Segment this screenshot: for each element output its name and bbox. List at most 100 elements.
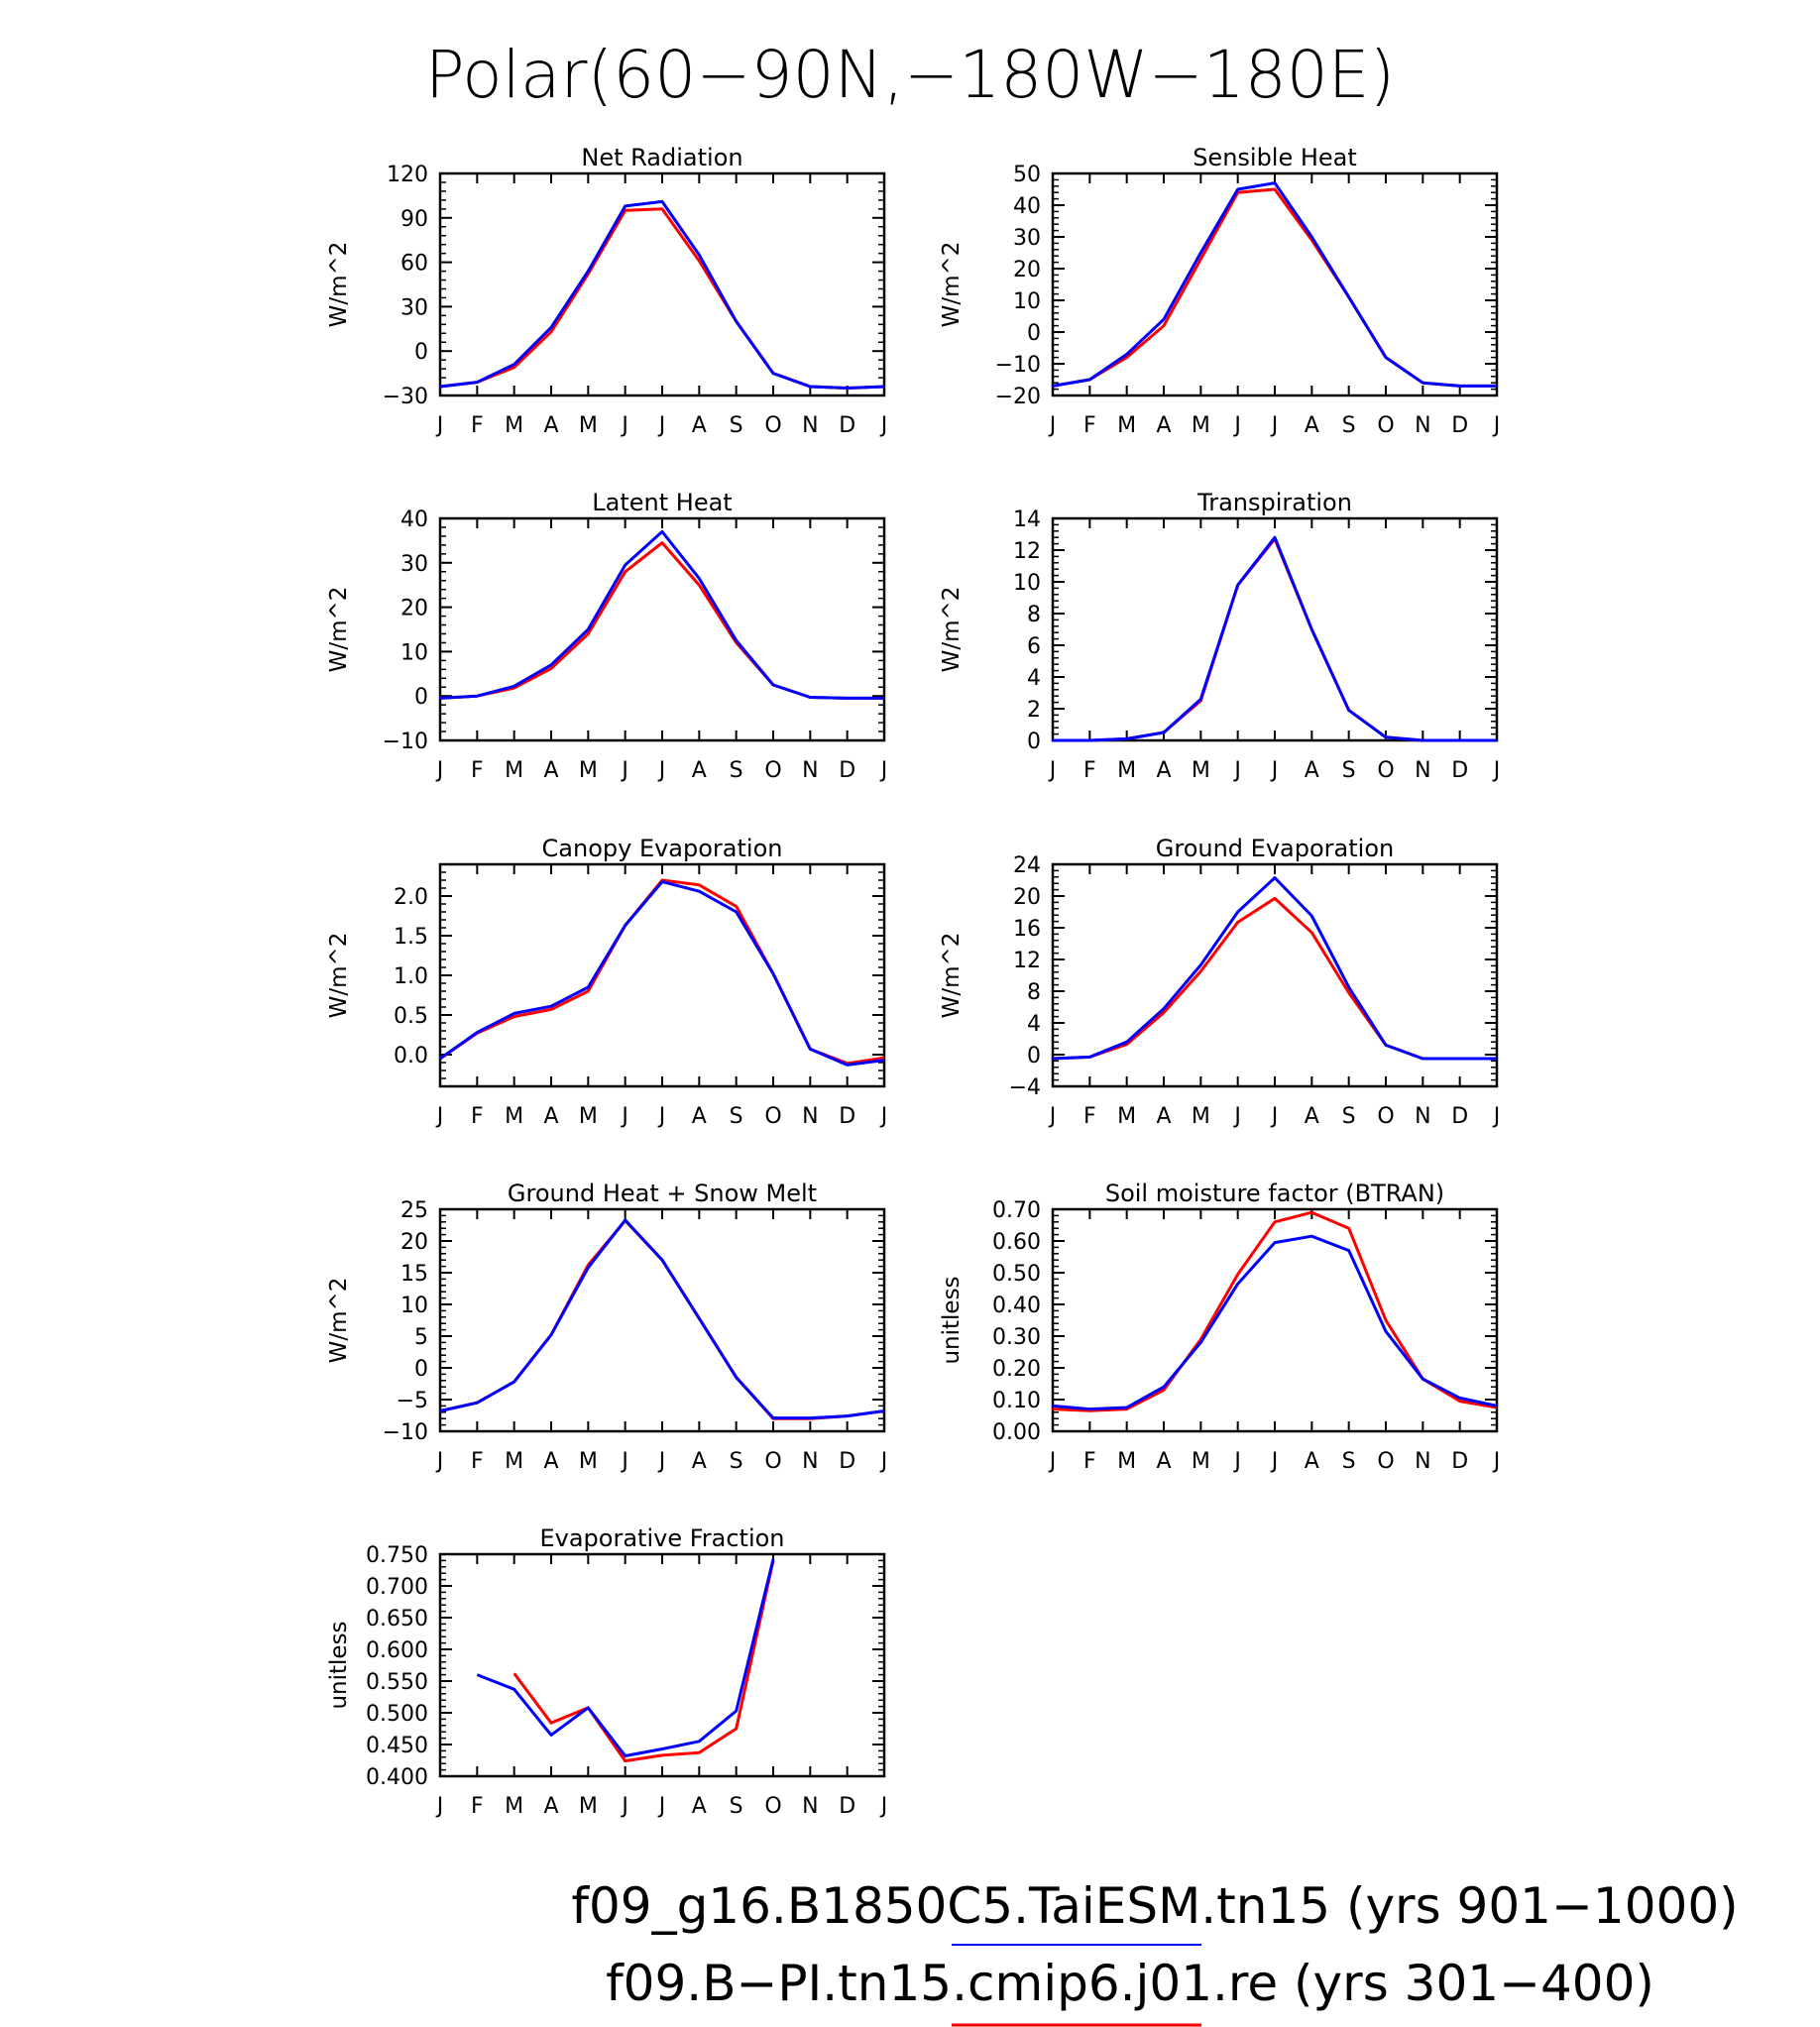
x-tick-label: J bbox=[1270, 1449, 1279, 1474]
x-tick-label: A bbox=[543, 413, 558, 438]
panel-title: Transpiration bbox=[1196, 489, 1352, 516]
x-tick-label: A bbox=[543, 758, 558, 783]
x-tick-label: M bbox=[505, 1449, 523, 1474]
x-tick-label: D bbox=[839, 1794, 855, 1819]
x-tick-label: M bbox=[1192, 413, 1210, 438]
x-tick-label: M bbox=[579, 1104, 598, 1129]
x-tick-label: S bbox=[730, 758, 743, 783]
x-tick-label: M bbox=[1192, 1104, 1210, 1129]
x-tick-label: J bbox=[1492, 413, 1501, 438]
y-tick-label: 120 bbox=[387, 163, 428, 187]
x-tick-label: N bbox=[1415, 1449, 1430, 1474]
chart-panel-7: J F M A M J J A S O N D J0.000.100.200.300.400.500.6… bbox=[939, 1180, 1500, 1474]
y-tick-label: 0 bbox=[1027, 730, 1041, 754]
x-tick-label: N bbox=[802, 413, 818, 438]
x-tick-label: F bbox=[1083, 1104, 1096, 1129]
x-tick-label: J bbox=[879, 1104, 888, 1129]
x-tick-label: O bbox=[764, 413, 781, 438]
x-tick-label: J bbox=[620, 1794, 628, 1819]
plot-frame bbox=[1051, 516, 1499, 742]
x-tick-label: J bbox=[435, 758, 444, 783]
x-tick-label: J bbox=[620, 1449, 628, 1474]
series-line-red bbox=[1053, 537, 1497, 742]
x-tick-label: A bbox=[543, 1104, 558, 1129]
x-tick-label: A bbox=[692, 1794, 707, 1819]
x-tick-label: A bbox=[692, 758, 707, 783]
x-tick-label: J bbox=[620, 1104, 628, 1129]
y-tick-label: 0.550 bbox=[366, 1670, 428, 1695]
x-tick-label: M bbox=[579, 1794, 598, 1819]
x-tick-label: J bbox=[879, 758, 888, 783]
y-tick-label: 10 bbox=[1013, 571, 1041, 596]
legend-label-blue: f09_g16.B1850C5.TaiESM.tn15 (yrs 901−100… bbox=[571, 1877, 1738, 1935]
y-tick-label: 0.400 bbox=[366, 1765, 428, 1790]
x-tick-label: F bbox=[471, 1449, 484, 1474]
y-axis-label: W/m^2 bbox=[939, 242, 965, 328]
x-tick-label: O bbox=[764, 1449, 781, 1474]
x-tick-label: A bbox=[1305, 758, 1319, 783]
y-tick-label: 20 bbox=[1013, 258, 1041, 282]
x-tick-label: J bbox=[1270, 758, 1279, 783]
y-tick-label: 24 bbox=[1013, 853, 1041, 878]
x-tick-label: J bbox=[1232, 1104, 1241, 1129]
panel-title: Net Radiation bbox=[581, 144, 742, 171]
y-tick-label: 0.500 bbox=[366, 1702, 428, 1727]
y-tick-label: 50 bbox=[1013, 163, 1041, 187]
y-tick-label: 0.750 bbox=[366, 1543, 428, 1568]
y-tick-label: 0.30 bbox=[992, 1325, 1041, 1350]
y-tick-label: 0.650 bbox=[366, 1607, 428, 1632]
x-tick-label: M bbox=[1117, 1449, 1136, 1474]
x-tick-label: J bbox=[435, 1449, 444, 1474]
series-line-blue bbox=[1052, 876, 1497, 1061]
plot-frame bbox=[438, 171, 886, 397]
y-tick-label: 20 bbox=[400, 597, 428, 621]
x-tick-label: F bbox=[1083, 758, 1096, 783]
y-tick-label: 0 bbox=[1027, 1044, 1041, 1069]
series-line-red bbox=[512, 1560, 775, 1763]
x-tick-label: M bbox=[579, 413, 598, 438]
y-tick-label: 0.0 bbox=[394, 1044, 428, 1069]
series-line-blue bbox=[439, 529, 884, 700]
x-tick-label: M bbox=[505, 1794, 523, 1819]
y-tick-label: 8 bbox=[1027, 980, 1041, 1005]
series-line-red bbox=[439, 878, 885, 1066]
y-tick-label: 0 bbox=[414, 685, 428, 710]
x-tick-label: A bbox=[543, 1794, 558, 1819]
plot-frame bbox=[438, 1552, 886, 1778]
x-tick-label: O bbox=[1377, 1449, 1394, 1474]
x-tick-label: M bbox=[1117, 413, 1136, 438]
y-tick-label: 6 bbox=[1027, 634, 1041, 659]
x-tick-label: J bbox=[620, 758, 628, 783]
y-tick-label: 12 bbox=[1013, 539, 1041, 564]
series-line-blue bbox=[1053, 535, 1497, 742]
x-tick-label: D bbox=[839, 758, 855, 783]
y-axis-label: W/m^2 bbox=[939, 933, 965, 1019]
y-axis-label: W/m^2 bbox=[326, 933, 352, 1019]
x-tick-label: N bbox=[1415, 758, 1430, 783]
series-line-blue bbox=[476, 1558, 775, 1757]
y-tick-label: 30 bbox=[400, 552, 428, 577]
x-tick-label: J bbox=[879, 1794, 888, 1819]
x-tick-label: J bbox=[879, 413, 888, 438]
chart-panel-3: J F M A M J J A S O N D J02468101214TranspirationW/m… bbox=[939, 489, 1500, 783]
x-tick-label: J bbox=[1232, 758, 1241, 783]
y-tick-label: 12 bbox=[1013, 949, 1041, 973]
x-tick-label: O bbox=[1377, 413, 1394, 438]
y-tick-label: 2.0 bbox=[394, 885, 428, 910]
plot-frame bbox=[438, 1207, 886, 1433]
y-tick-label: 2 bbox=[1027, 698, 1041, 723]
y-tick-label: 8 bbox=[1027, 603, 1041, 627]
y-tick-label: −5 bbox=[397, 1389, 428, 1413]
x-tick-label: D bbox=[1451, 413, 1468, 438]
y-tick-label: 60 bbox=[400, 252, 428, 277]
series-line-blue bbox=[439, 199, 885, 390]
x-tick-label: J bbox=[657, 1449, 666, 1474]
legend: f09_g16.B1850C5.TaiESM.tn15 (yrs 901−100… bbox=[571, 1877, 1739, 2027]
x-tick-label: F bbox=[1083, 1449, 1096, 1474]
y-tick-label: 0.60 bbox=[992, 1230, 1041, 1255]
